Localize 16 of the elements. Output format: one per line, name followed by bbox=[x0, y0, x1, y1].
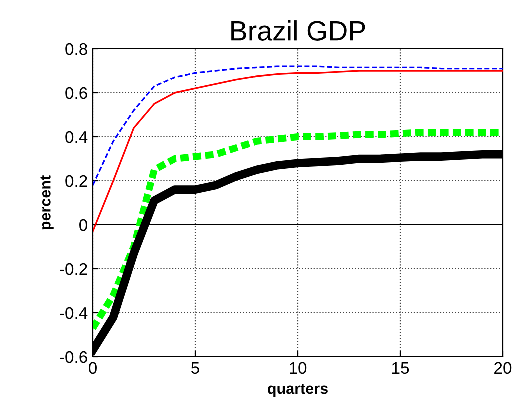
x-axis-title: quarters bbox=[268, 384, 328, 398]
y-tick-label: 0.4 bbox=[66, 131, 88, 144]
x-tick-label: 0 bbox=[89, 362, 97, 374]
x-tick-label: 20 bbox=[494, 362, 512, 374]
y-tick-label: 0 bbox=[80, 219, 88, 232]
y-tick-label: 0.6 bbox=[66, 87, 88, 100]
chart-title: Brazil GDP bbox=[232, 20, 366, 41]
x-tick-label: 15 bbox=[392, 362, 410, 374]
y-tick-label: 0.2 bbox=[66, 175, 88, 188]
y-tick-label: 0.8 bbox=[66, 43, 88, 56]
y-tick-label: -0.6 bbox=[60, 351, 88, 364]
x-tick-label: 10 bbox=[290, 362, 307, 374]
x-tick-label: 5 bbox=[192, 362, 200, 374]
y-tick-label: -0.2 bbox=[60, 263, 88, 276]
y-tick-label: -0.4 bbox=[60, 307, 88, 320]
y-axis-title: percent bbox=[40, 176, 54, 230]
